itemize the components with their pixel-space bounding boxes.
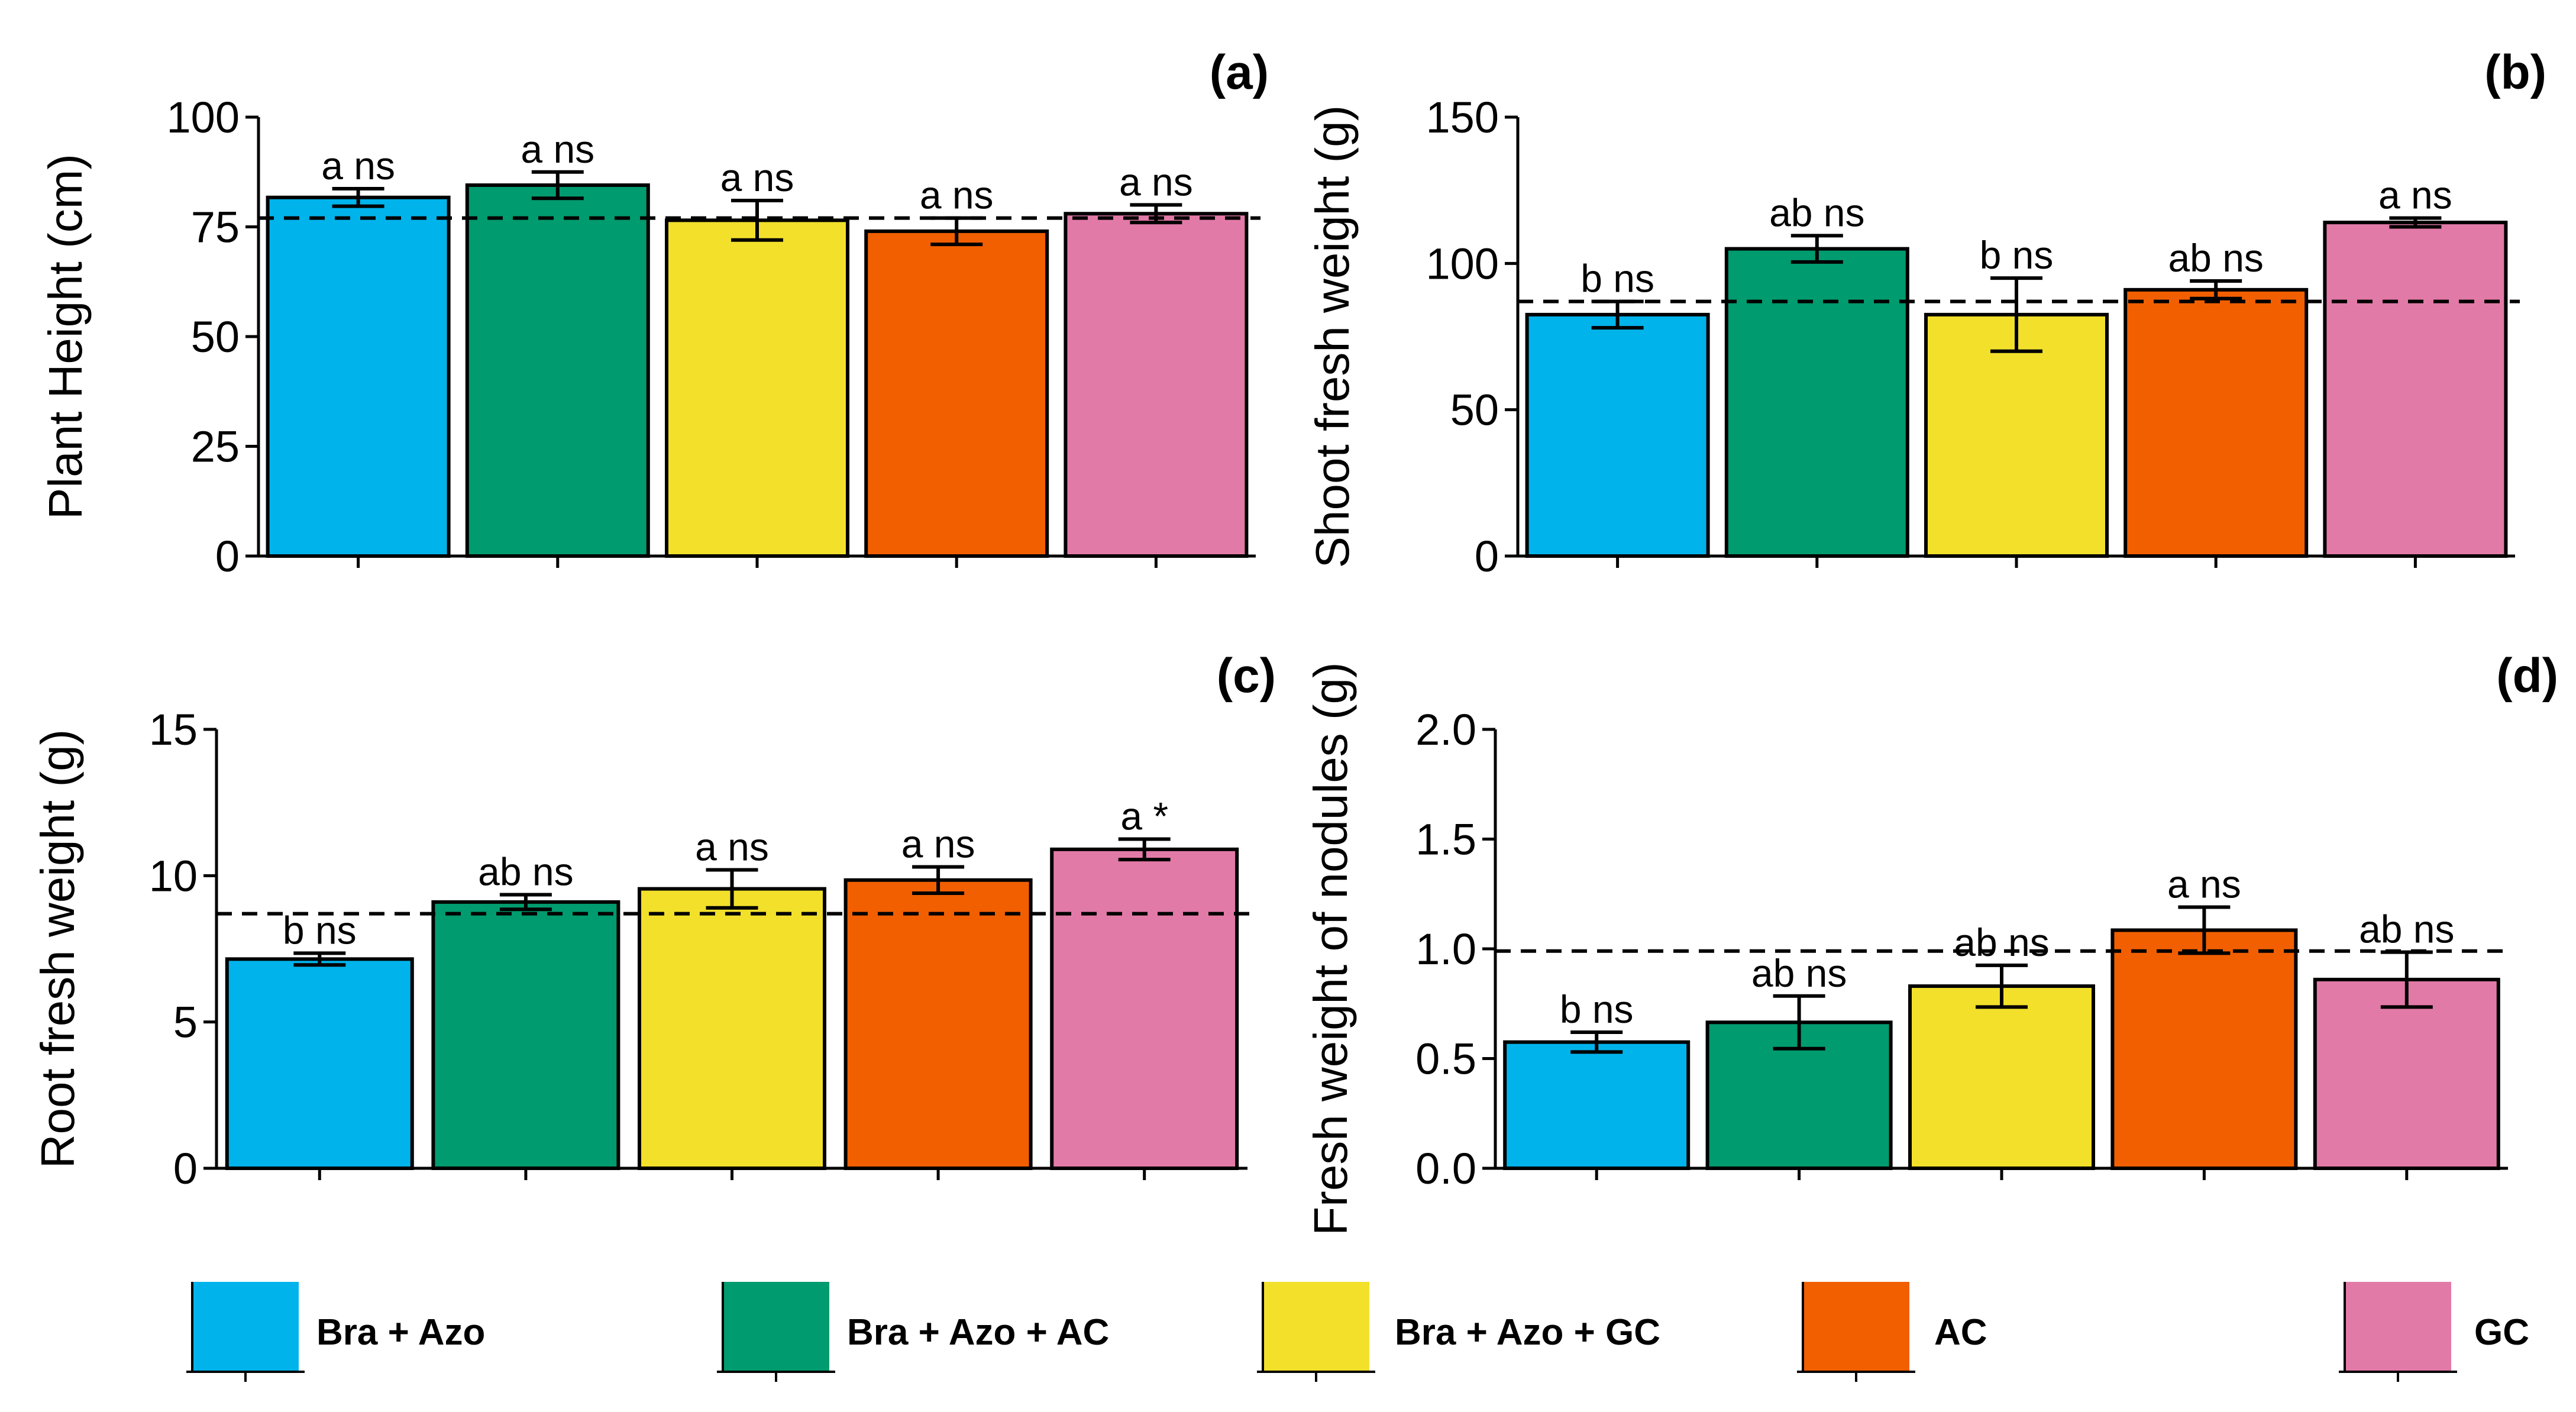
bar-significance-label: ab ns (2359, 907, 2454, 951)
y-tick-label: 25 (191, 422, 240, 471)
panel-tag: (a) (1210, 46, 1269, 99)
legend-item: Bra + Azo + AC (717, 1282, 1109, 1382)
y-tick-label: 0 (215, 532, 240, 581)
y-tick-label: 10 (149, 851, 198, 900)
y-axis-title: Plant Height (cm) (39, 154, 92, 519)
y-tick-label: 150 (1426, 93, 1499, 142)
bar (266, 195, 451, 558)
legend-label: Bra + Azo (316, 1312, 485, 1353)
bar-significance-label: b ns (283, 908, 357, 952)
y-axis-title: Root fresh weight (g) (31, 729, 84, 1169)
panel-tag: (c) (1217, 649, 1276, 703)
panel-tag: (b) (2484, 46, 2546, 99)
bar (2110, 928, 2298, 1170)
bar (864, 229, 1049, 558)
bar-significance-label: ab ns (1769, 190, 1864, 234)
bar-significance-label: ab ns (478, 849, 573, 893)
y-tick-label: 5 (173, 998, 198, 1047)
bar-significance-label: a ns (720, 156, 794, 199)
legend: Bra + Azo Bra + Azo + AC Bra + Azo + GC AC G… (186, 1282, 2529, 1382)
bar (665, 218, 849, 558)
bar-significance-label: a ns (521, 127, 594, 171)
bar (1503, 1040, 1691, 1171)
bar-significance-label: b ns (1580, 257, 1654, 301)
bar-significance-label: a ns (901, 822, 975, 865)
y-tick-label: 0 (173, 1144, 198, 1193)
panel-3: 0 5 10 15 Root fresh weight (g) (c) b ns ab ns a… (31, 649, 1276, 1193)
bar (2313, 977, 2500, 1170)
y-tick-label: 0 (1475, 532, 1499, 581)
y-tick-label: 75 (191, 203, 240, 252)
y-tick-label: 1.0 (1415, 925, 1476, 974)
bar (465, 183, 650, 558)
bar-significance-label: a ns (920, 173, 994, 217)
legend-label: Bra + Azo + AC (847, 1312, 1109, 1353)
legend-swatch (723, 1282, 829, 1372)
legend-label: AC (1934, 1312, 1987, 1353)
y-tick-label: 100 (1426, 239, 1499, 288)
y-tick-label: 100 (167, 93, 240, 142)
bar (1064, 212, 1249, 558)
bar (1525, 312, 1710, 558)
bar-significance-label: b ns (1560, 987, 1634, 1031)
bar (1050, 847, 1239, 1170)
y-tick-label: 0.0 (1415, 1144, 1476, 1193)
bar (431, 900, 620, 1171)
legend-item: AC (1797, 1282, 1987, 1382)
bar-significance-label: a ns (321, 144, 395, 188)
panel-1: 0 25 50 75 100 Plant Height (cm) (a) a ns a ns a … (39, 46, 1269, 581)
y-tick-label: 1.5 (1415, 815, 1476, 864)
legend-label: GC (2474, 1312, 2529, 1353)
legend-swatch (2345, 1282, 2451, 1372)
bar (843, 878, 1033, 1170)
bar-significance-label: a ns (2167, 862, 2241, 906)
legend-swatch (192, 1282, 299, 1372)
y-tick-label: 50 (191, 312, 240, 361)
legend-swatch (1263, 1282, 1369, 1372)
bar-significance-label: b ns (1980, 233, 2054, 277)
legend-item: GC (2339, 1282, 2529, 1382)
y-tick-label: 50 (1450, 386, 1499, 435)
bar (2323, 221, 2508, 558)
bar-significance-label: ab ns (1751, 951, 1847, 995)
legend-item: Bra + Azo + GC (1257, 1282, 1660, 1382)
bar-significance-label: a * (1120, 794, 1168, 838)
panel-2: 0 50 100 150 Shoot fresh weight (g) (b) b ns ab… (1306, 46, 2546, 581)
bar-significance-label: ab ns (1954, 920, 2049, 964)
bar (1724, 247, 1909, 558)
y-tick-label: 0.5 (1415, 1035, 1476, 1084)
bar-significance-label: a ns (2378, 173, 2452, 217)
panel-tag: (d) (2496, 649, 2558, 703)
legend-item: Bra + Azo (186, 1282, 485, 1382)
panel-4: 0.0 0.5 1.0 1.5 2.0 Fresh weight of nodules (… (1304, 649, 2558, 1236)
bar-significance-label: ab ns (2168, 236, 2263, 280)
y-axis-title: Fresh weight of nodules (g) (1304, 662, 1357, 1235)
bar (1908, 984, 2095, 1170)
y-tick-label: 15 (149, 705, 198, 754)
bar (638, 887, 826, 1171)
legend-label: Bra + Azo + GC (1395, 1312, 1660, 1353)
y-axis-title: Shoot fresh weight (g) (1306, 105, 1359, 568)
bar-significance-label: a ns (1119, 160, 1193, 203)
y-tick-label: 2.0 (1415, 705, 1476, 754)
bar-significance-label: a ns (695, 825, 769, 868)
bar (2123, 287, 2309, 558)
legend-swatch (1803, 1282, 1909, 1372)
bar (225, 957, 414, 1171)
